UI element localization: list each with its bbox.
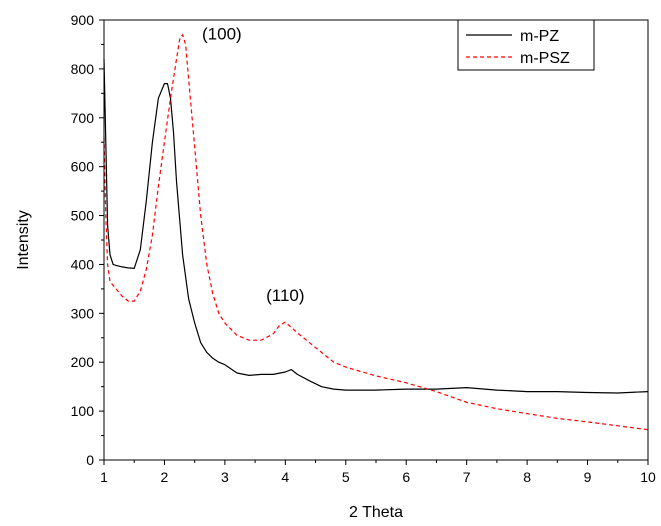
- y-tick-label: 600: [71, 159, 95, 175]
- x-tick-label: 1: [100, 469, 108, 485]
- x-axis-title: 2 Theta: [349, 504, 403, 521]
- plot-frame: [103, 19, 649, 461]
- y-tick-label: 100: [71, 403, 95, 419]
- y-tick-label: 700: [71, 110, 95, 126]
- x-tick-label: 4: [281, 469, 289, 485]
- y-tick-label: 900: [71, 12, 95, 28]
- x-tick-label: 7: [463, 469, 471, 485]
- y-tick-label: 0: [86, 452, 94, 468]
- y-tick-label: 200: [71, 354, 95, 370]
- legend-label: m-PZ: [520, 28, 559, 45]
- x-tick-label: 10: [640, 469, 656, 485]
- x-tick-label: 2: [161, 469, 169, 485]
- x-tick-label: 3: [221, 469, 229, 485]
- x-tick-label: 8: [523, 469, 531, 485]
- series-line-m-pz: [103, 59, 649, 394]
- legend: m-PZ m-PSZ: [457, 19, 595, 71]
- y-tick-label: 400: [71, 256, 95, 272]
- peak-annotation: (100): [202, 25, 242, 44]
- y-axis-title: Intensity: [15, 210, 32, 270]
- series-layer: [103, 34, 649, 431]
- y-tick-label: 300: [71, 305, 95, 321]
- x-tick-label: 9: [584, 469, 592, 485]
- legend-label: m-PSZ: [520, 50, 570, 67]
- annotation-layer: (100) (110): [202, 25, 305, 306]
- x-tick-label: 6: [402, 469, 410, 485]
- x-tick-label: 5: [342, 469, 350, 485]
- y-tick-label: 800: [71, 61, 95, 77]
- series-line-m-psz: [103, 34, 649, 431]
- peak-annotation: (110): [266, 286, 304, 305]
- legend-box: [457, 19, 595, 71]
- y-tick-label: 500: [71, 208, 95, 224]
